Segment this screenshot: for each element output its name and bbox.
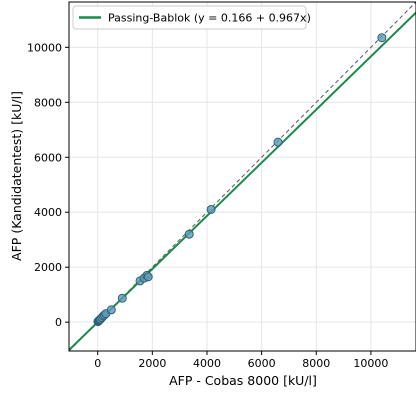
y-tick-label: 2000	[34, 261, 62, 274]
x-tick-label: 8000	[302, 357, 330, 370]
data-point	[117, 293, 127, 303]
y-axis-ticks: 0 2000 4000 6000 8000 10000	[27, 41, 69, 329]
y-tick-label: 6000	[34, 151, 62, 164]
y-tick-label: 10000	[27, 41, 62, 54]
legend-label: Passing-Bablok (y = 0.166 + 0.967x)	[108, 12, 311, 25]
y-axis-label: AFP (Kandidatentest) [kU/l]	[9, 91, 24, 261]
y-tick-label: 0	[55, 316, 62, 329]
axes-frame	[68, 1, 416, 352]
x-tick-label: 0	[94, 357, 101, 370]
x-tick-label: 6000	[248, 357, 276, 370]
x-tick-label: 10000	[353, 357, 388, 370]
y-tick-label: 8000	[34, 96, 62, 109]
data-points	[93, 33, 387, 327]
data-point	[273, 137, 283, 147]
identity-line	[69, 2, 416, 351]
legend-box	[72, 5, 307, 30]
passing-bablok-fit-line	[69, 11, 416, 351]
grid	[69, 2, 416, 351]
series-lines	[69, 2, 416, 351]
data-point	[143, 272, 153, 282]
y-tick-label: 4000	[34, 206, 62, 219]
legend: Passing-Bablok (y = 0.166 + 0.967x)	[72, 5, 311, 30]
x-axis-label: AFP - Cobas 8000 [kU/l]	[169, 373, 317, 388]
plot-frame	[68, 1, 416, 352]
x-axis-ticks: 0 2000 4000 6000 8000 10000	[94, 351, 388, 370]
data-point	[377, 33, 387, 43]
data-point	[106, 305, 116, 315]
x-tick-label: 2000	[138, 357, 166, 370]
data-point	[184, 229, 194, 239]
data-point	[206, 204, 216, 214]
x-tick-label: 4000	[193, 357, 221, 370]
